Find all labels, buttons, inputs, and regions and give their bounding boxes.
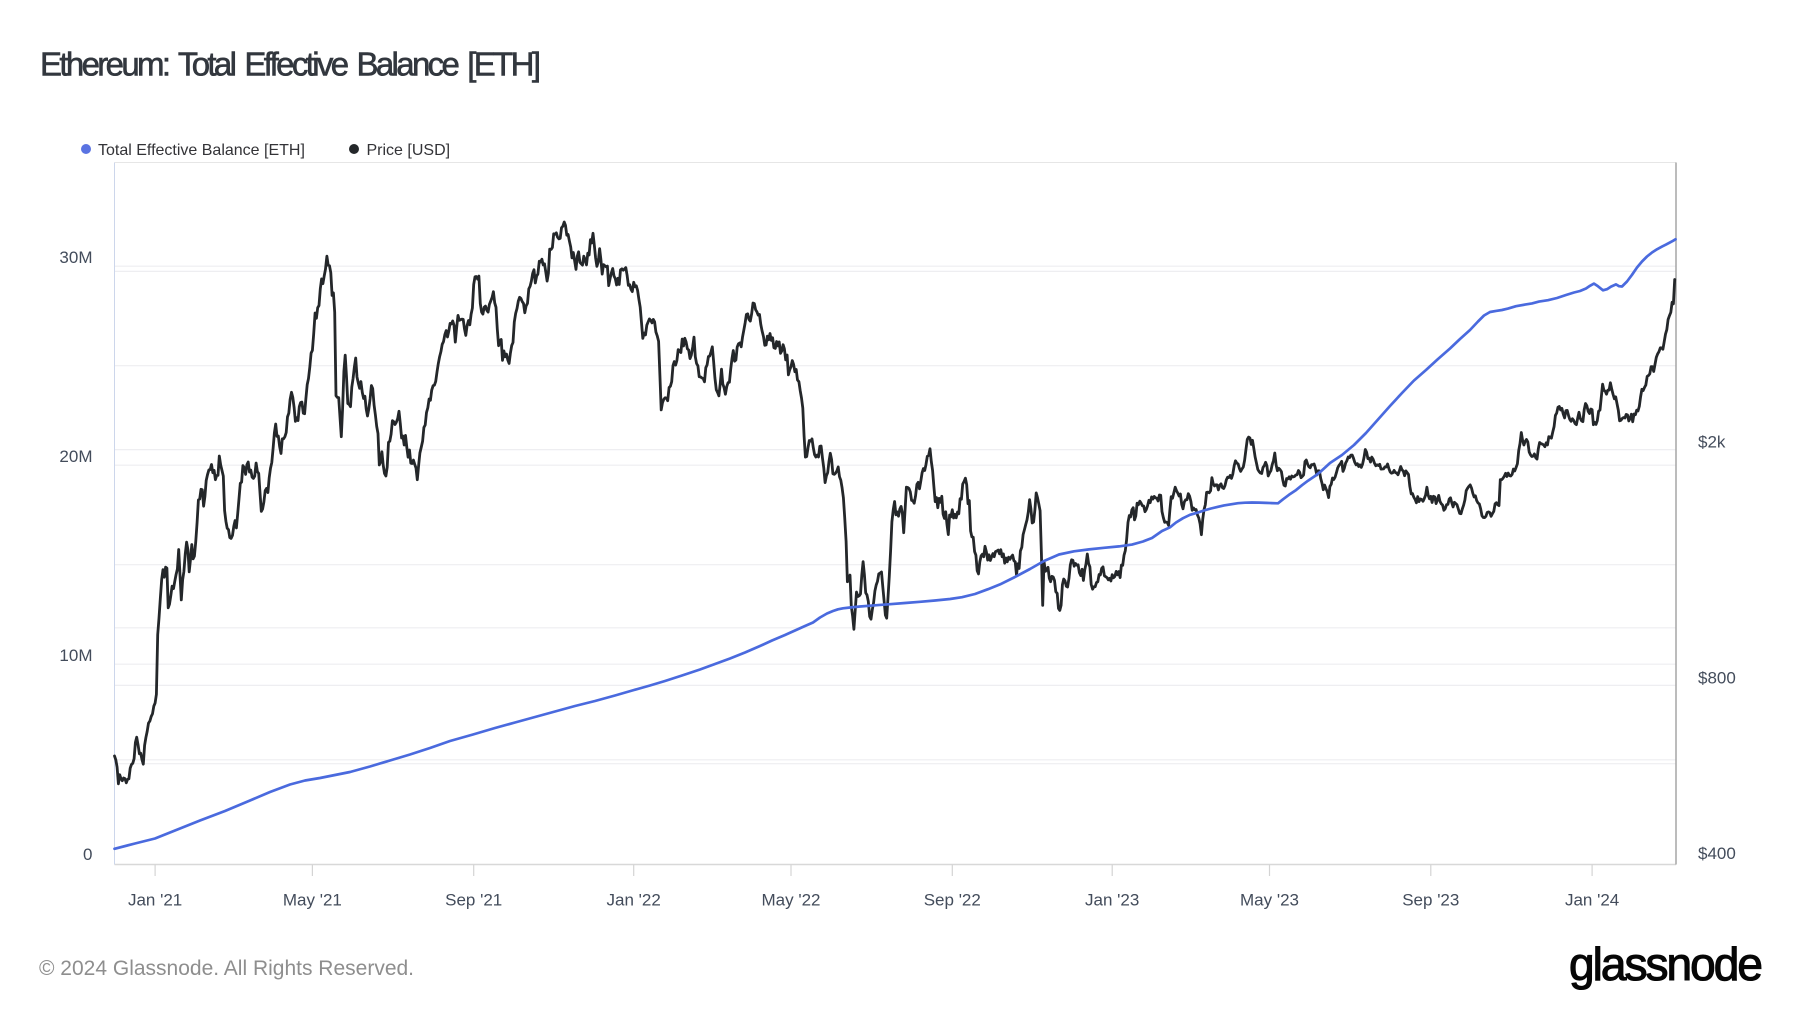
svg-text:Sep '23: Sep '23: [1402, 891, 1459, 910]
svg-text:May '22: May '22: [762, 891, 821, 910]
svg-text:0: 0: [83, 845, 92, 864]
svg-text:Sep '22: Sep '22: [924, 891, 981, 910]
svg-text:Total Effective Balance [ETH]: Total Effective Balance [ETH]: [98, 142, 305, 159]
svg-text:Jan '21: Jan '21: [128, 891, 182, 910]
svg-text:$800: $800: [1698, 669, 1736, 688]
svg-text:20M: 20M: [59, 447, 92, 466]
svg-text:Ethereum: Total Effective Bala: Ethereum: Total Effective Balance [ETH]: [40, 46, 541, 83]
svg-text:May '21: May '21: [283, 891, 342, 910]
svg-text:Jan '23: Jan '23: [1085, 891, 1139, 910]
svg-text:Sep '21: Sep '21: [445, 891, 502, 910]
svg-text:$2k: $2k: [1698, 433, 1726, 452]
svg-text:© 2024 Glassnode. All Rights R: © 2024 Glassnode. All Rights Reserved.: [39, 957, 414, 980]
svg-text:30M: 30M: [59, 248, 92, 267]
svg-text:Price [USD]: Price [USD]: [367, 142, 451, 159]
svg-text:$400: $400: [1698, 844, 1736, 863]
svg-text:Jan '24: Jan '24: [1565, 891, 1619, 910]
svg-text:10M: 10M: [59, 646, 92, 665]
svg-text:May '23: May '23: [1240, 891, 1299, 910]
svg-text:Jan '22: Jan '22: [607, 891, 661, 910]
svg-text:glassnode: glassnode: [1569, 938, 1763, 990]
